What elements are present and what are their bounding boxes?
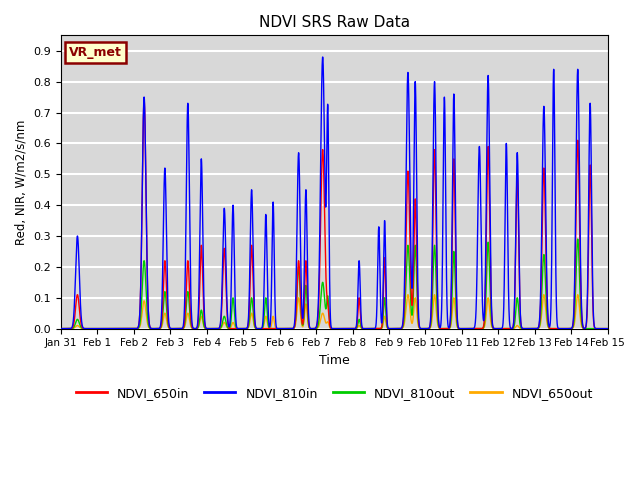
- X-axis label: Time: Time: [319, 354, 349, 367]
- Legend: NDVI_650in, NDVI_810in, NDVI_810out, NDVI_650out: NDVI_650in, NDVI_810in, NDVI_810out, NDV…: [70, 382, 598, 405]
- Y-axis label: Red, NIR, W/m2/s/nm: Red, NIR, W/m2/s/nm: [15, 120, 28, 245]
- Title: NDVI SRS Raw Data: NDVI SRS Raw Data: [259, 15, 410, 30]
- Text: VR_met: VR_met: [69, 46, 122, 59]
